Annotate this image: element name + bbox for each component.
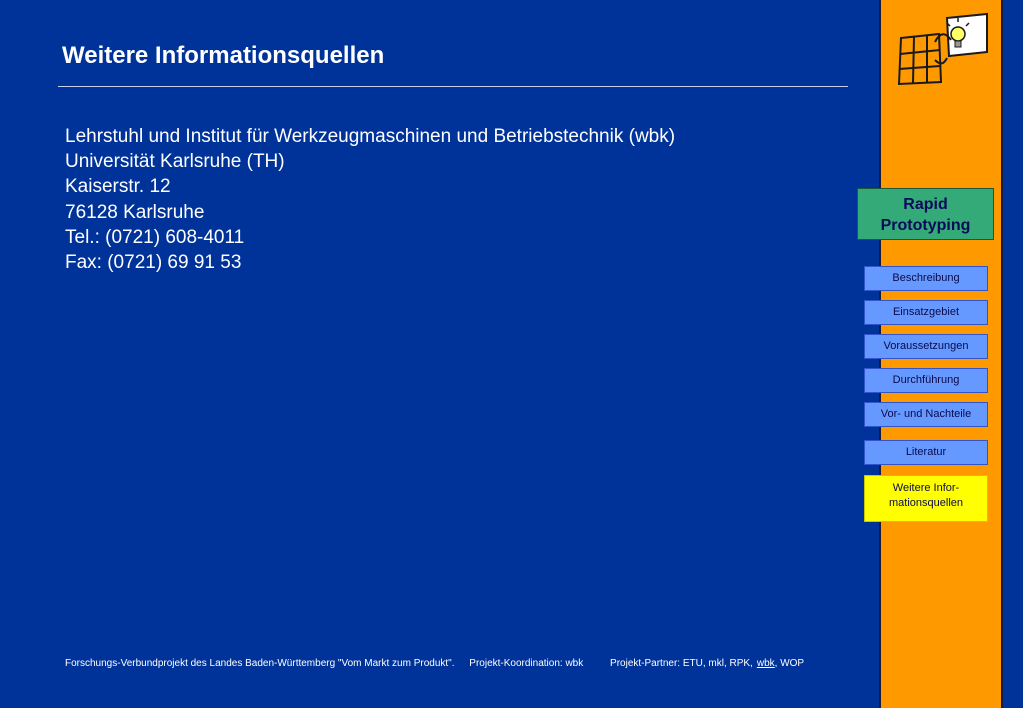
address-line-institute: Lehrstuhl und Institut für Werkzeugmasch…: [65, 126, 676, 147]
footer-partners-prefix: Projekt-Partner: ETU, mkl, RPK,: [610, 658, 753, 669]
right-edge-strip: [1003, 0, 1023, 708]
address-line-street: Kaiserstr. 12: [65, 176, 171, 198]
section-title-line2: Prototyping: [880, 217, 971, 234]
address-line-city: 76128 Karlsruhe: [65, 201, 205, 223]
nav-active-line1: Weitere Infor-: [892, 482, 960, 494]
nav-literatur-button[interactable]: Literatur: [864, 440, 988, 465]
footer: Forschungs-Verbundprojekt des Landes Bad…: [65, 658, 816, 669]
nav-voraussetzungen-button[interactable]: Voraussetzungen: [864, 334, 988, 359]
footer-partner-link-wbk[interactable]: wbk: [756, 658, 775, 669]
nav-beschreibung-button[interactable]: Beschreibung: [864, 266, 988, 291]
title-divider: [58, 86, 848, 87]
nav-weitere-informationsquellen-button[interactable]: Weitere Infor- mationsquellen: [864, 475, 988, 522]
section-title-line1: Rapid: [903, 196, 948, 213]
address-line-phone: Tel.: (0721) 608-4011: [65, 226, 245, 248]
page-title: Weitere Informationsquellen: [62, 42, 385, 69]
nav-active-line2: mationsquellen: [889, 497, 963, 509]
footer-partners-suffix: , WOP: [774, 658, 805, 669]
nav-durchfuehrung-button[interactable]: Durchführung: [864, 368, 988, 393]
grid-lightbulb-logo-icon: [897, 12, 988, 86]
footer-project: Forschungs-Verbundprojekt des Landes Bad…: [65, 658, 455, 669]
nav-einsatzgebiet-button[interactable]: Einsatzgebiet: [864, 300, 988, 325]
address-block: Lehrstuhl und Institut für Werkzeugmasch…: [65, 124, 675, 275]
nav-vor-und-nachteile-button[interactable]: Vor- und Nachteile: [864, 402, 988, 427]
address-line-fax: Fax: (0721) 69 91 53: [65, 252, 242, 274]
section-rapid-prototyping: Rapid Prototyping: [857, 188, 994, 240]
address-line-university: Universität Karlsruhe (TH): [65, 151, 285, 173]
footer-coordination: Projekt-Koordination: wbk: [469, 658, 584, 669]
